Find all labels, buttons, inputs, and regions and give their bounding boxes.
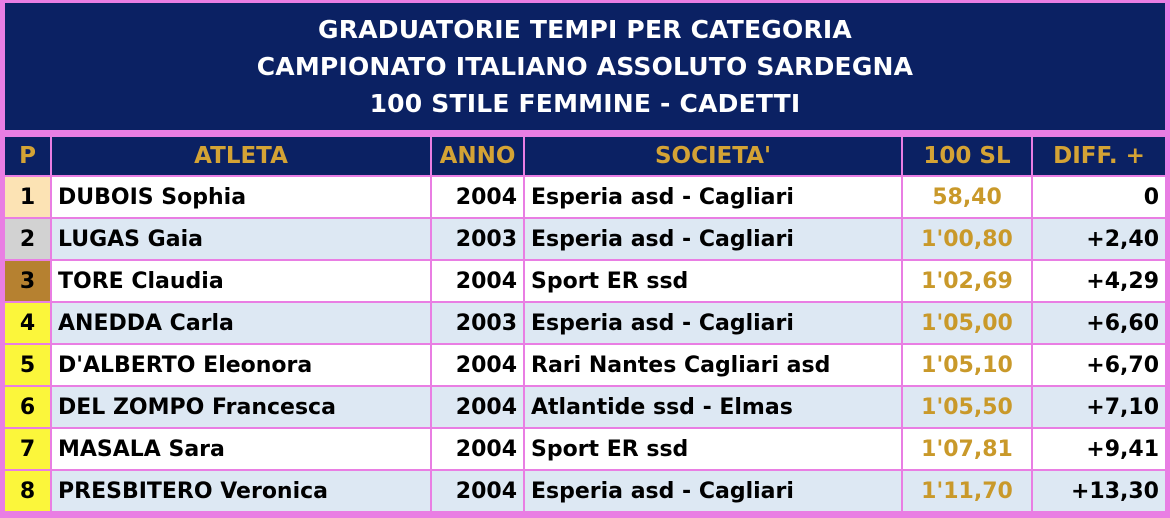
position-cell: 6 xyxy=(5,387,52,429)
club-cell: Atlantide ssd - Elmas xyxy=(525,387,903,429)
title-line-2: CAMPIONATO ITALIANO ASSOLUTO SARDEGNA xyxy=(256,52,914,81)
table-row: 4 ANEDDA Carla 2003 Esperia asd - Cagliari 1… xyxy=(5,303,1165,345)
club-cell: Sport ER ssd xyxy=(525,429,903,471)
table-row: 2 LUGAS Gaia 2003 Esperia asd - Cagliari 1'0… xyxy=(5,219,1165,261)
year-cell: 2004 xyxy=(432,177,525,219)
column-header-year: ANNO xyxy=(432,137,525,177)
table-row: 6 DEL ZOMPO Francesca 2004 Atlantide ssd - … xyxy=(5,387,1165,429)
time-cell: 1'02,69 xyxy=(903,261,1033,303)
year-cell: 2004 xyxy=(432,345,525,387)
table-row: 3 TORE Claudia 2004 Sport ER ssd 1'02,69 +4,2… xyxy=(5,261,1165,303)
column-header-time: 100 SL xyxy=(903,137,1033,177)
diff-cell: +6,60 xyxy=(1033,303,1165,345)
year-cell: 2004 xyxy=(432,429,525,471)
position-cell: 3 xyxy=(5,261,52,303)
position-cell: 1 xyxy=(5,177,52,219)
diff-cell: 0 xyxy=(1033,177,1165,219)
column-header-athlete: ATLETA xyxy=(52,137,432,177)
year-cell: 2004 xyxy=(432,471,525,513)
diff-cell: +4,29 xyxy=(1033,261,1165,303)
time-cell: 58,40 xyxy=(903,177,1033,219)
title-line-3: 100 STILE FEMMINE - CADETTI xyxy=(369,89,801,118)
club-cell: Esperia asd - Cagliari xyxy=(525,177,903,219)
time-cell: 1'11,70 xyxy=(903,471,1033,513)
club-cell: Rari Nantes Cagliari asd xyxy=(525,345,903,387)
year-cell: 2004 xyxy=(432,261,525,303)
time-cell: 1'07,81 xyxy=(903,429,1033,471)
time-cell: 1'00,80 xyxy=(903,219,1033,261)
time-cell: 1'05,50 xyxy=(903,387,1033,429)
column-header-diff: DIFF. + xyxy=(1033,137,1165,177)
athlete-cell: ANEDDA Carla xyxy=(52,303,432,345)
athlete-cell: D'ALBERTO Eleonora xyxy=(52,345,432,387)
position-cell: 7 xyxy=(5,429,52,471)
athlete-cell: TORE Claudia xyxy=(52,261,432,303)
table-row: 7 MASALA Sara 2004 Sport ER ssd 1'07,81 +9,41 xyxy=(5,429,1165,471)
diff-cell: +13,30 xyxy=(1033,471,1165,513)
year-cell: 2003 xyxy=(432,219,525,261)
diff-cell: +9,41 xyxy=(1033,429,1165,471)
title-line-1: GRADUATORIE TEMPI PER CATEGORIA xyxy=(318,15,852,44)
athlete-cell: DUBOIS Sophia xyxy=(52,177,432,219)
club-cell: Esperia asd - Cagliari xyxy=(525,471,903,513)
club-cell: Sport ER ssd xyxy=(525,261,903,303)
club-cell: Esperia asd - Cagliari xyxy=(525,303,903,345)
position-cell: 5 xyxy=(5,345,52,387)
year-cell: 2003 xyxy=(432,303,525,345)
position-cell: 2 xyxy=(5,219,52,261)
position-cell: 8 xyxy=(5,471,52,513)
table-row: 1 DUBOIS Sophia 2004 Esperia asd - Cagliari… xyxy=(5,177,1165,219)
year-cell: 2004 xyxy=(432,387,525,429)
position-cell: 4 xyxy=(5,303,52,345)
table-row: 8 PRESBITERO Veronica 2004 Esperia asd - Ca… xyxy=(5,471,1165,513)
title-banner: GRADUATORIE TEMPI PER CATEGORIA CAMPIONA… xyxy=(5,3,1165,130)
athlete-cell: DEL ZOMPO Francesca xyxy=(52,387,432,429)
header-row: P ATLETA ANNO SOCIETA' 100 SL DIFF. + xyxy=(5,137,1165,177)
club-cell: Esperia asd - Cagliari xyxy=(525,219,903,261)
diff-cell: +6,70 xyxy=(1033,345,1165,387)
column-header-club: SOCIETA' xyxy=(525,137,903,177)
athlete-cell: MASALA Sara xyxy=(52,429,432,471)
diff-cell: +2,40 xyxy=(1033,219,1165,261)
diff-cell: +7,10 xyxy=(1033,387,1165,429)
athlete-cell: LUGAS Gaia xyxy=(52,219,432,261)
column-header-position: P xyxy=(5,137,52,177)
time-cell: 1'05,00 xyxy=(903,303,1033,345)
time-cell: 1'05,10 xyxy=(903,345,1033,387)
table-row: 5 D'ALBERTO Eleonora 2004 Rari Nantes Cagli… xyxy=(5,345,1165,387)
athlete-cell: PRESBITERO Veronica xyxy=(52,471,432,513)
